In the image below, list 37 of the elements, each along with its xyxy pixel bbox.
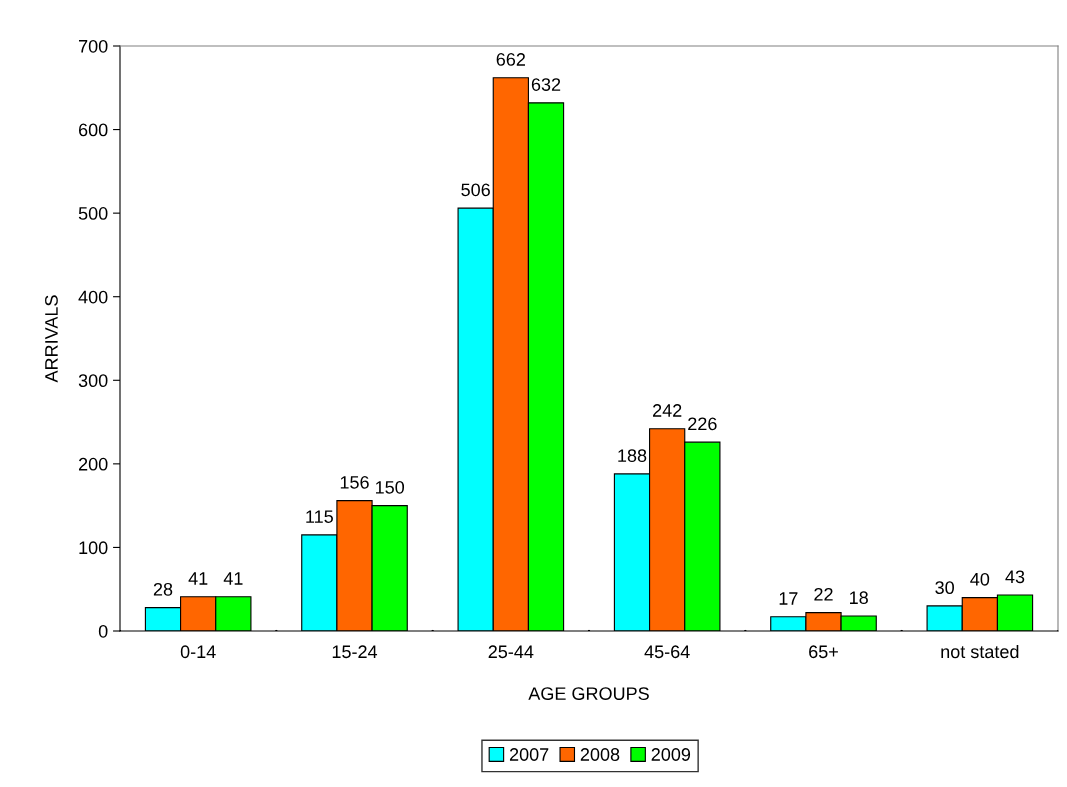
legend-label: 2008 xyxy=(580,748,620,761)
data-label: 41 xyxy=(223,572,243,585)
legend-label: 2009 xyxy=(651,748,691,761)
data-label: 22 xyxy=(814,587,833,601)
data-label: 18 xyxy=(850,591,868,605)
y-axis-title: ARRIVALS xyxy=(45,295,58,383)
data-label: 41 xyxy=(188,572,208,585)
data-label: 40 xyxy=(970,572,990,586)
legend-label: 2007 xyxy=(509,748,549,761)
y-tick-label: 500 xyxy=(78,207,108,220)
y-tick-label: 200 xyxy=(78,457,108,471)
y-tick-label: 300 xyxy=(78,374,108,388)
data-label: 28 xyxy=(153,582,173,596)
x-tick-label: 25-44 xyxy=(488,645,534,659)
x-tick-label: not stated xyxy=(941,644,1019,659)
y-tick-label: 100 xyxy=(79,541,108,555)
x-tick-label: 45-64 xyxy=(644,645,690,659)
y-tick-label: 400 xyxy=(78,290,108,304)
data-label: 115 xyxy=(306,510,333,523)
data-label: 632 xyxy=(531,78,561,91)
data-label: 226 xyxy=(688,417,717,431)
data-label: 150 xyxy=(375,480,405,494)
x-tick-label: 0-14 xyxy=(180,645,216,659)
data-label: 17 xyxy=(779,592,798,605)
y-tick-label: 600 xyxy=(78,123,108,137)
data-label: 506 xyxy=(461,183,490,197)
data-label: 30 xyxy=(935,581,954,595)
x-tick-label: 65+ xyxy=(809,645,838,659)
data-label: 156 xyxy=(340,475,369,489)
data-label: 188 xyxy=(618,449,647,462)
data-label: 662 xyxy=(496,53,525,66)
data-label: 242 xyxy=(653,404,682,417)
x-tick-label: 15-24 xyxy=(332,645,378,659)
y-tick-label: 700 xyxy=(79,39,108,53)
data-label: 43 xyxy=(1005,570,1025,584)
x-axis-title: AGE GROUPS xyxy=(528,687,649,700)
y-tick-label: 0 xyxy=(98,624,108,638)
